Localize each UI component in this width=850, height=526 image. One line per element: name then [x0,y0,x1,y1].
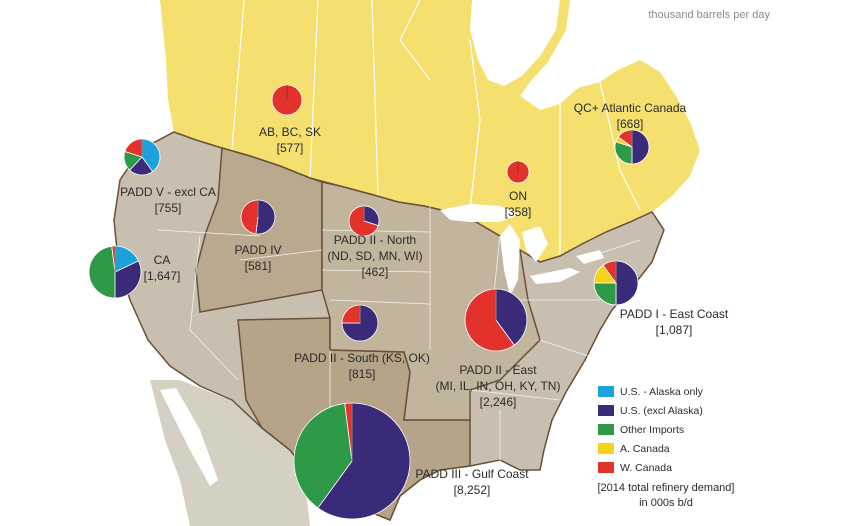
legend-label-other-imports: Other Imports [620,424,684,436]
label-padd3-name: PADD III - Gulf Coast [415,467,529,481]
canada-landmass [160,0,700,262]
label-padd2e-value: [2,246] [480,395,517,409]
pie-padd3-slice-2 [293,403,353,509]
pie-padd2e-slice-1 [495,288,528,346]
legend-swatch-us-excl-alaska [598,405,614,416]
pie-ca-slice-1 [114,260,142,299]
padd-ii-region [321,181,541,421]
pie-padd1-slice-1 [615,260,639,306]
legend-swatch-w-canada [598,462,614,473]
label-padd1-name: PADD I - East Coast [620,307,729,321]
label-ca-value: [1,647] [144,269,181,283]
region-labels: AB, BC, SK [577] ON [358] QC+ Atlantic C… [120,101,729,497]
label-padd3-value: [8,252] [454,483,491,497]
canada-province-borders [231,0,641,256]
label-on-name: ON [509,189,527,203]
pie-padd1-slice-2 [593,282,617,306]
pie-padd2n-slice-4 [348,205,379,237]
legend-label-a-canada: A. Canada [620,443,670,455]
label-qc-value: [668] [617,117,644,131]
label-padd2e-name: PADD II - East [459,363,537,377]
legend-swatch-other-imports [598,424,614,435]
label-padd2e-name2: (MI, IL, IN, OH, KY, TN) [436,379,561,393]
pie-padd4-slice-1 [255,199,276,235]
pie-padd2e-slice-4 [464,288,515,352]
pie-charts [88,84,650,520]
pie-padd5-slice-0 [141,138,161,173]
label-qc-name: QC+ Atlantic Canada [574,101,687,115]
label-padd2n-name2: (ND, SD, MN, WI) [327,249,422,263]
label-padd1-value: [1,087] [656,323,693,337]
label-padd2n-value: [462] [362,265,389,279]
great-lakes [440,204,604,296]
label-absk-value: [577] [277,141,304,155]
gulf-of-california [160,388,218,486]
unit-label: thousand barrels per day [648,9,770,21]
legend-note-line2: in 000s b/d [639,497,693,509]
label-padd4-value: [581] [245,259,272,273]
legend-label-us-excl-alaska: U.S. (excl Alaska) [620,405,703,417]
legend-label-w-canada: W. Canada [620,462,672,474]
label-ca-name: CA [154,253,171,267]
label-padd2s-value: [815] [349,367,376,381]
label-padd2n-name: PADD II - North [334,233,416,247]
hudson-bay [470,0,560,86]
label-padd5-value: [755] [155,201,182,215]
label-on-value: [358] [505,205,532,219]
legend-note-line1: [2014 total refinery demand] [598,482,735,494]
pie-padd2n-slice-1 [363,205,380,227]
legend-swatch-a-canada [598,443,614,454]
pie-ca-slice-2 [88,245,116,299]
label-padd5-name: PADD V - excl CA [120,185,216,199]
pie-padd4-slice-4 [240,199,259,235]
label-padd4-name: PADD IV [234,243,281,257]
pie-qc-slice-1 [631,129,650,165]
pie-qc-slice-2 [614,141,633,165]
legend-label-alaska: U.S. - Alaska only [620,386,704,398]
label-padd2s-name: PADD II - South (KS, OK) [294,351,430,365]
pie-padd3-slice-1 [317,402,411,520]
label-absk-name: AB, BC, SK [259,125,321,139]
legend-swatch-alaska [598,386,614,397]
legend: U.S. - Alaska only U.S. (excl Alaska) Ot… [598,386,735,509]
